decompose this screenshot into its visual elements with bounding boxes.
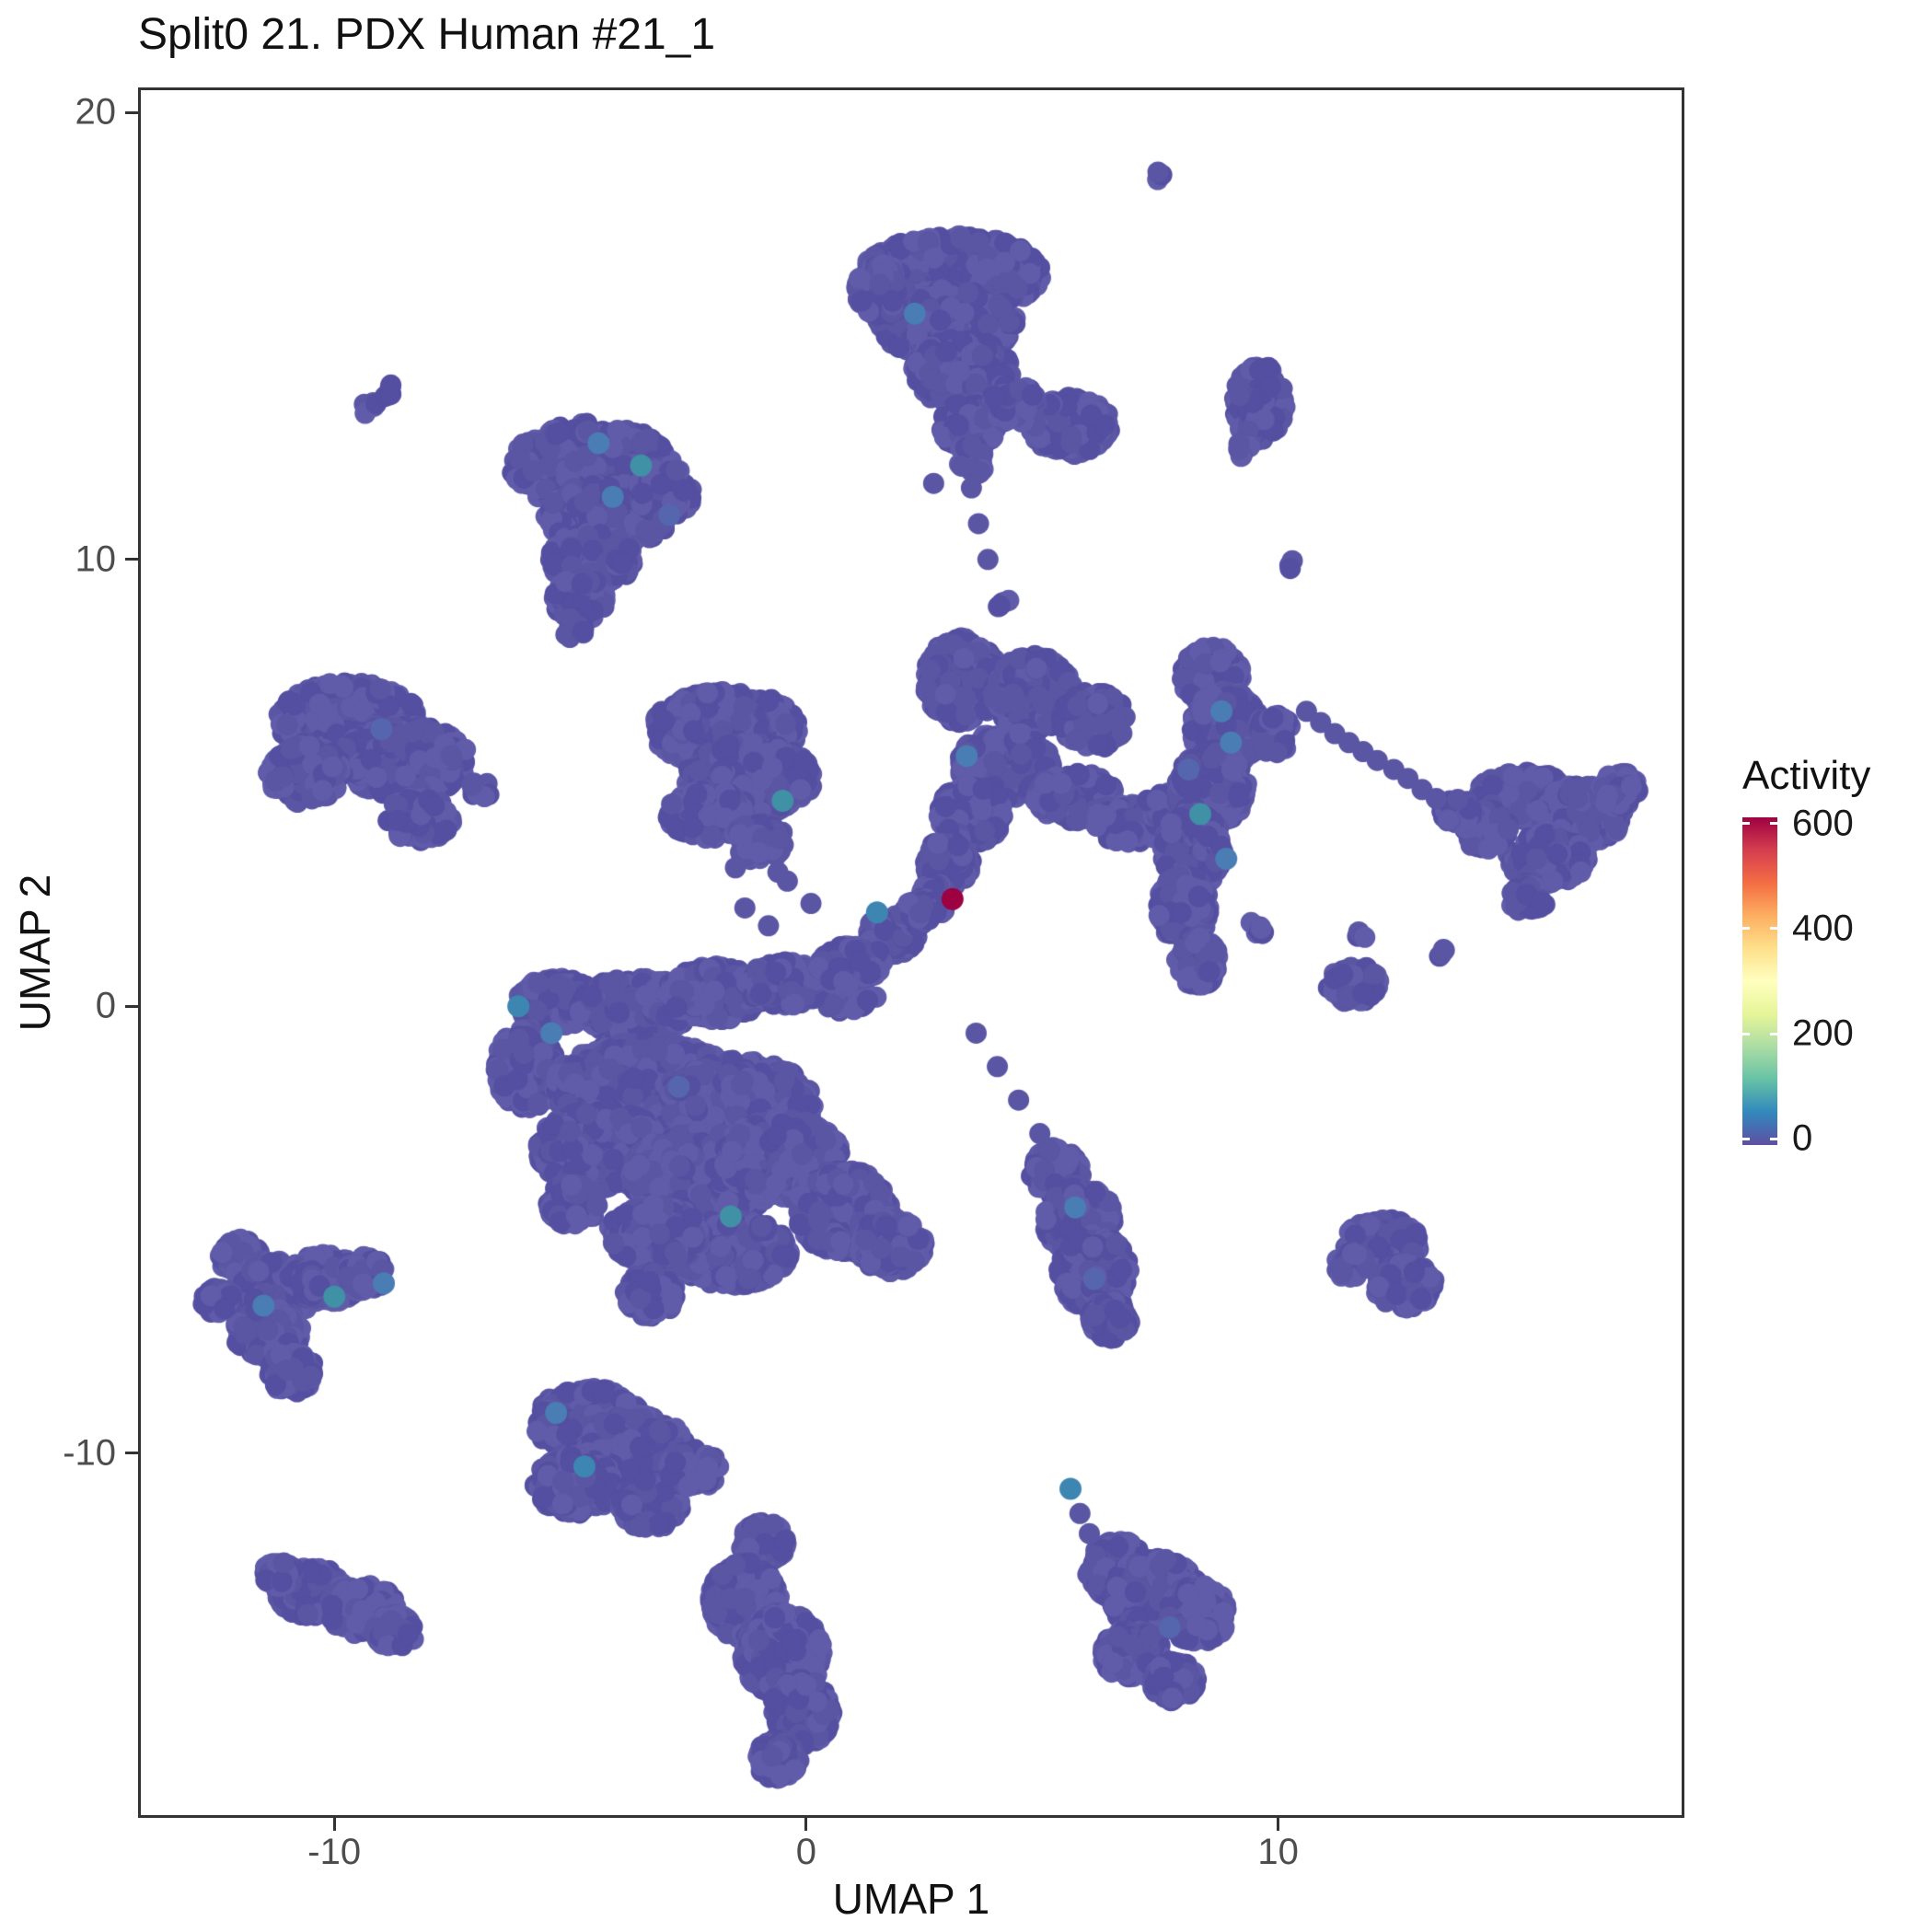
y-tick-mark (125, 1452, 138, 1455)
legend-tick-label: 0 (1792, 1117, 1813, 1159)
x-tick-mark (332, 1818, 336, 1831)
x-tick-mark (804, 1818, 808, 1831)
y-tick-label: 20 (75, 91, 117, 133)
x-tick-label: -10 (307, 1832, 362, 1872)
y-tick-mark (125, 558, 138, 561)
y-axis-label: UMAP 2 (11, 873, 59, 1032)
umap-scatter-canvas (141, 90, 1682, 1815)
legend-tick-mark (1770, 1137, 1777, 1140)
x-axis-label: UMAP 1 (832, 1875, 990, 1923)
y-tick-label: 0 (95, 985, 116, 1026)
legend-tick-mark (1770, 1032, 1777, 1035)
legend-tick-mark (1742, 822, 1750, 826)
plot-title: Split0 21. PDX Human #21_1 (138, 10, 716, 59)
legend-tick-label: 200 (1792, 1012, 1854, 1054)
y-tick-mark (125, 110, 138, 114)
legend-tick-mark (1742, 1137, 1750, 1140)
legend-ticks: 0 200 400 600 (1742, 803, 1854, 1159)
legend-tick-mark (1770, 822, 1777, 826)
legend-colorbar (1742, 817, 1777, 1145)
legend-tick-label: 600 (1792, 803, 1854, 844)
x-tick-label: 10 (1257, 1832, 1299, 1872)
legend-colorbar-wrap: 0 200 400 600 (1742, 803, 1854, 1159)
legend-title: Activity (1742, 753, 1871, 798)
legend-tick-label: 400 (1792, 908, 1854, 949)
legend-tick-mark (1742, 1032, 1750, 1035)
y-tick-mark (125, 1004, 138, 1008)
x-tick-label: 0 (795, 1832, 817, 1872)
legend-tick-mark (1742, 927, 1750, 931)
y-tick-label: -10 (63, 1432, 116, 1474)
x-tick-mark (1277, 1818, 1280, 1831)
y-tick-label: 10 (75, 538, 117, 580)
legend-tick-mark (1770, 927, 1777, 931)
plot-panel (138, 87, 1684, 1818)
